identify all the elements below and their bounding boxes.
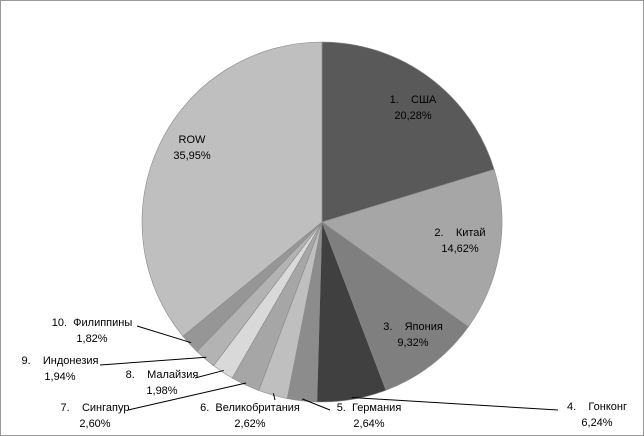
- slice-value-label: 35,95%: [173, 150, 211, 162]
- leader-line: [272, 393, 276, 401]
- slice-label: 5. Германия: [337, 402, 402, 414]
- leader-line: [99, 356, 207, 366]
- slice-label: ROW: [179, 134, 207, 146]
- slice-value-label: 1,98%: [146, 385, 177, 397]
- pie-slice: [141, 41, 323, 337]
- slice-label: 6. Великобритания: [200, 402, 300, 414]
- slice-value-label: 1,94%: [44, 371, 75, 383]
- slice-label: 10. Филиппины: [52, 317, 133, 329]
- leader-line: [194, 369, 224, 379]
- slice-label: 2. Китай: [434, 227, 485, 239]
- slice-label: 8. Малайзия: [126, 369, 199, 381]
- slice-value-label: 2,62%: [234, 418, 265, 430]
- slice-label: 9. Индонезия: [21, 355, 98, 367]
- leader-line: [351, 397, 559, 411]
- slice-label: 1. США: [390, 94, 437, 106]
- leader-line: [302, 398, 331, 411]
- pie-slice: [321, 169, 503, 328]
- slice-value-label: 9,32%: [397, 337, 428, 349]
- slice-value-label: 2,60%: [79, 418, 110, 430]
- leader-line: [127, 382, 247, 411]
- pie-slice: [321, 41, 495, 223]
- slice-value-label: 1,82%: [76, 333, 107, 345]
- slice-label: 4. Гонконг: [567, 401, 627, 413]
- pie-slice: [321, 221, 469, 391]
- slice-label: 3. Япония: [383, 321, 443, 333]
- slice-value-label: 6,24%: [581, 417, 612, 429]
- slice-value-label: 20,28%: [394, 110, 432, 122]
- slice-label: 7. Сингапур: [61, 402, 130, 414]
- slice-value-label: 14,62%: [441, 243, 479, 255]
- leader-line: [136, 325, 192, 344]
- slice-value-label: 2,64%: [353, 418, 384, 430]
